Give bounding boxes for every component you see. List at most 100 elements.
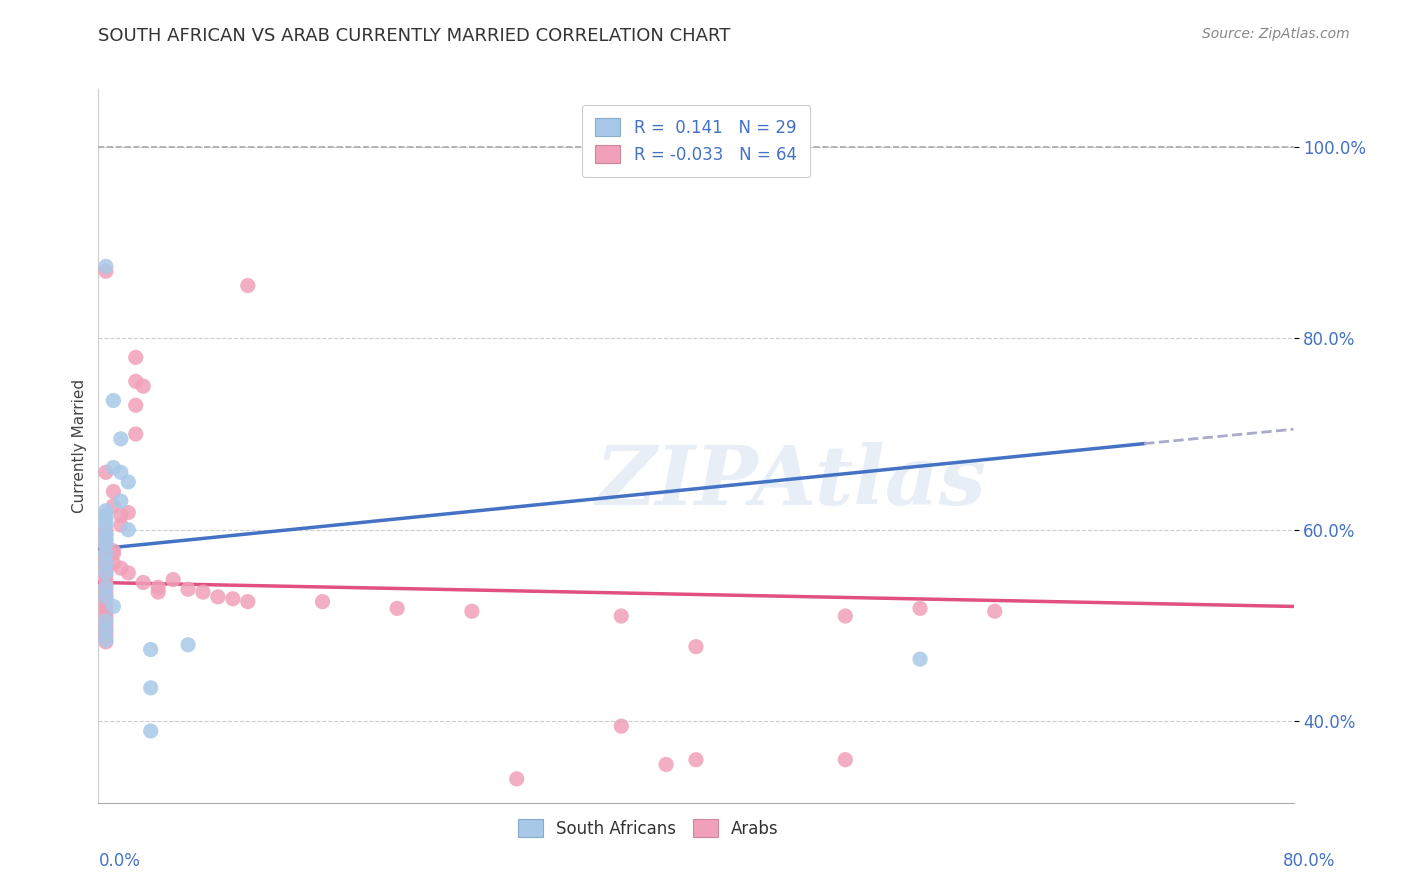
Point: [94, 466, 117, 480]
Point: [311, 594, 333, 608]
Point: [117, 523, 139, 537]
Point: [610, 719, 633, 733]
Point: [110, 466, 132, 480]
Point: [132, 379, 155, 393]
Point: [117, 475, 139, 489]
Point: [103, 393, 125, 408]
Point: [94, 582, 117, 597]
Point: [94, 537, 117, 551]
Point: [94, 508, 117, 523]
Point: [94, 547, 117, 561]
Point: [94, 563, 117, 577]
Text: Source: ZipAtlas.com: Source: ZipAtlas.com: [1202, 27, 1350, 41]
Point: [94, 624, 117, 638]
Point: [461, 604, 484, 618]
Point: [94, 527, 117, 541]
Point: [94, 591, 117, 606]
Point: [117, 566, 139, 580]
Point: [94, 523, 117, 537]
Point: [94, 527, 117, 541]
Point: [94, 541, 117, 556]
Point: [139, 723, 162, 738]
Point: [162, 573, 184, 587]
Point: [148, 580, 170, 594]
Point: [125, 351, 148, 365]
Point: [385, 601, 409, 615]
Point: [94, 615, 117, 630]
Point: [94, 580, 117, 594]
Point: [94, 566, 117, 580]
Point: [94, 513, 117, 527]
Point: [655, 757, 678, 772]
Point: [236, 278, 259, 293]
Point: [94, 590, 117, 604]
Point: [94, 587, 117, 601]
Point: [94, 632, 117, 647]
Point: [834, 753, 856, 767]
Point: [94, 533, 117, 547]
Point: [94, 557, 117, 571]
Point: [110, 561, 132, 575]
Point: [103, 484, 125, 499]
Text: 0.0%: 0.0%: [98, 852, 141, 870]
Point: [94, 614, 117, 628]
Point: [94, 553, 117, 567]
Point: [125, 427, 148, 442]
Point: [94, 611, 117, 625]
Text: ZIPAtlas: ZIPAtlas: [596, 442, 987, 522]
Point: [177, 638, 200, 652]
Point: [148, 585, 170, 599]
Point: [125, 375, 148, 389]
Point: [110, 518, 132, 533]
Y-axis label: Currently Married: Currently Married: [72, 379, 87, 513]
Point: [94, 533, 117, 547]
Point: [94, 503, 117, 517]
Point: [125, 398, 148, 412]
Point: [191, 585, 214, 599]
Point: [103, 544, 125, 558]
Point: [94, 264, 117, 278]
Point: [139, 681, 162, 695]
Point: [110, 508, 132, 523]
Point: [117, 506, 139, 520]
Point: [103, 547, 125, 561]
Point: [132, 575, 155, 590]
Point: [94, 518, 117, 533]
Legend: South Africans, Arabs: South Africans, Arabs: [510, 813, 786, 845]
Point: [834, 609, 856, 624]
Point: [94, 549, 117, 564]
Point: [610, 609, 633, 624]
Text: SOUTH AFRICAN VS ARAB CURRENTLY MARRIED CORRELATION CHART: SOUTH AFRICAN VS ARAB CURRENTLY MARRIED …: [98, 27, 731, 45]
Point: [207, 590, 229, 604]
Point: [94, 260, 117, 274]
Point: [94, 573, 117, 587]
Point: [908, 601, 931, 615]
Point: [110, 494, 132, 508]
Point: [103, 599, 125, 614]
Point: [908, 652, 931, 666]
Point: [685, 753, 707, 767]
Text: 80.0%: 80.0%: [1284, 852, 1336, 870]
Point: [222, 591, 245, 606]
Point: [94, 630, 117, 644]
Point: [139, 642, 162, 657]
Point: [103, 460, 125, 475]
Point: [94, 558, 117, 573]
Point: [94, 601, 117, 615]
Point: [94, 597, 117, 611]
Point: [103, 557, 125, 571]
Point: [110, 432, 132, 446]
Point: [94, 635, 117, 649]
Point: [685, 640, 707, 654]
Point: [177, 582, 200, 597]
Point: [984, 604, 1007, 618]
Point: [94, 577, 117, 591]
Point: [506, 772, 529, 786]
Point: [94, 537, 117, 551]
Point: [103, 499, 125, 513]
Point: [94, 606, 117, 620]
Point: [94, 625, 117, 640]
Point: [236, 594, 259, 608]
Point: [94, 567, 117, 582]
Point: [94, 620, 117, 634]
